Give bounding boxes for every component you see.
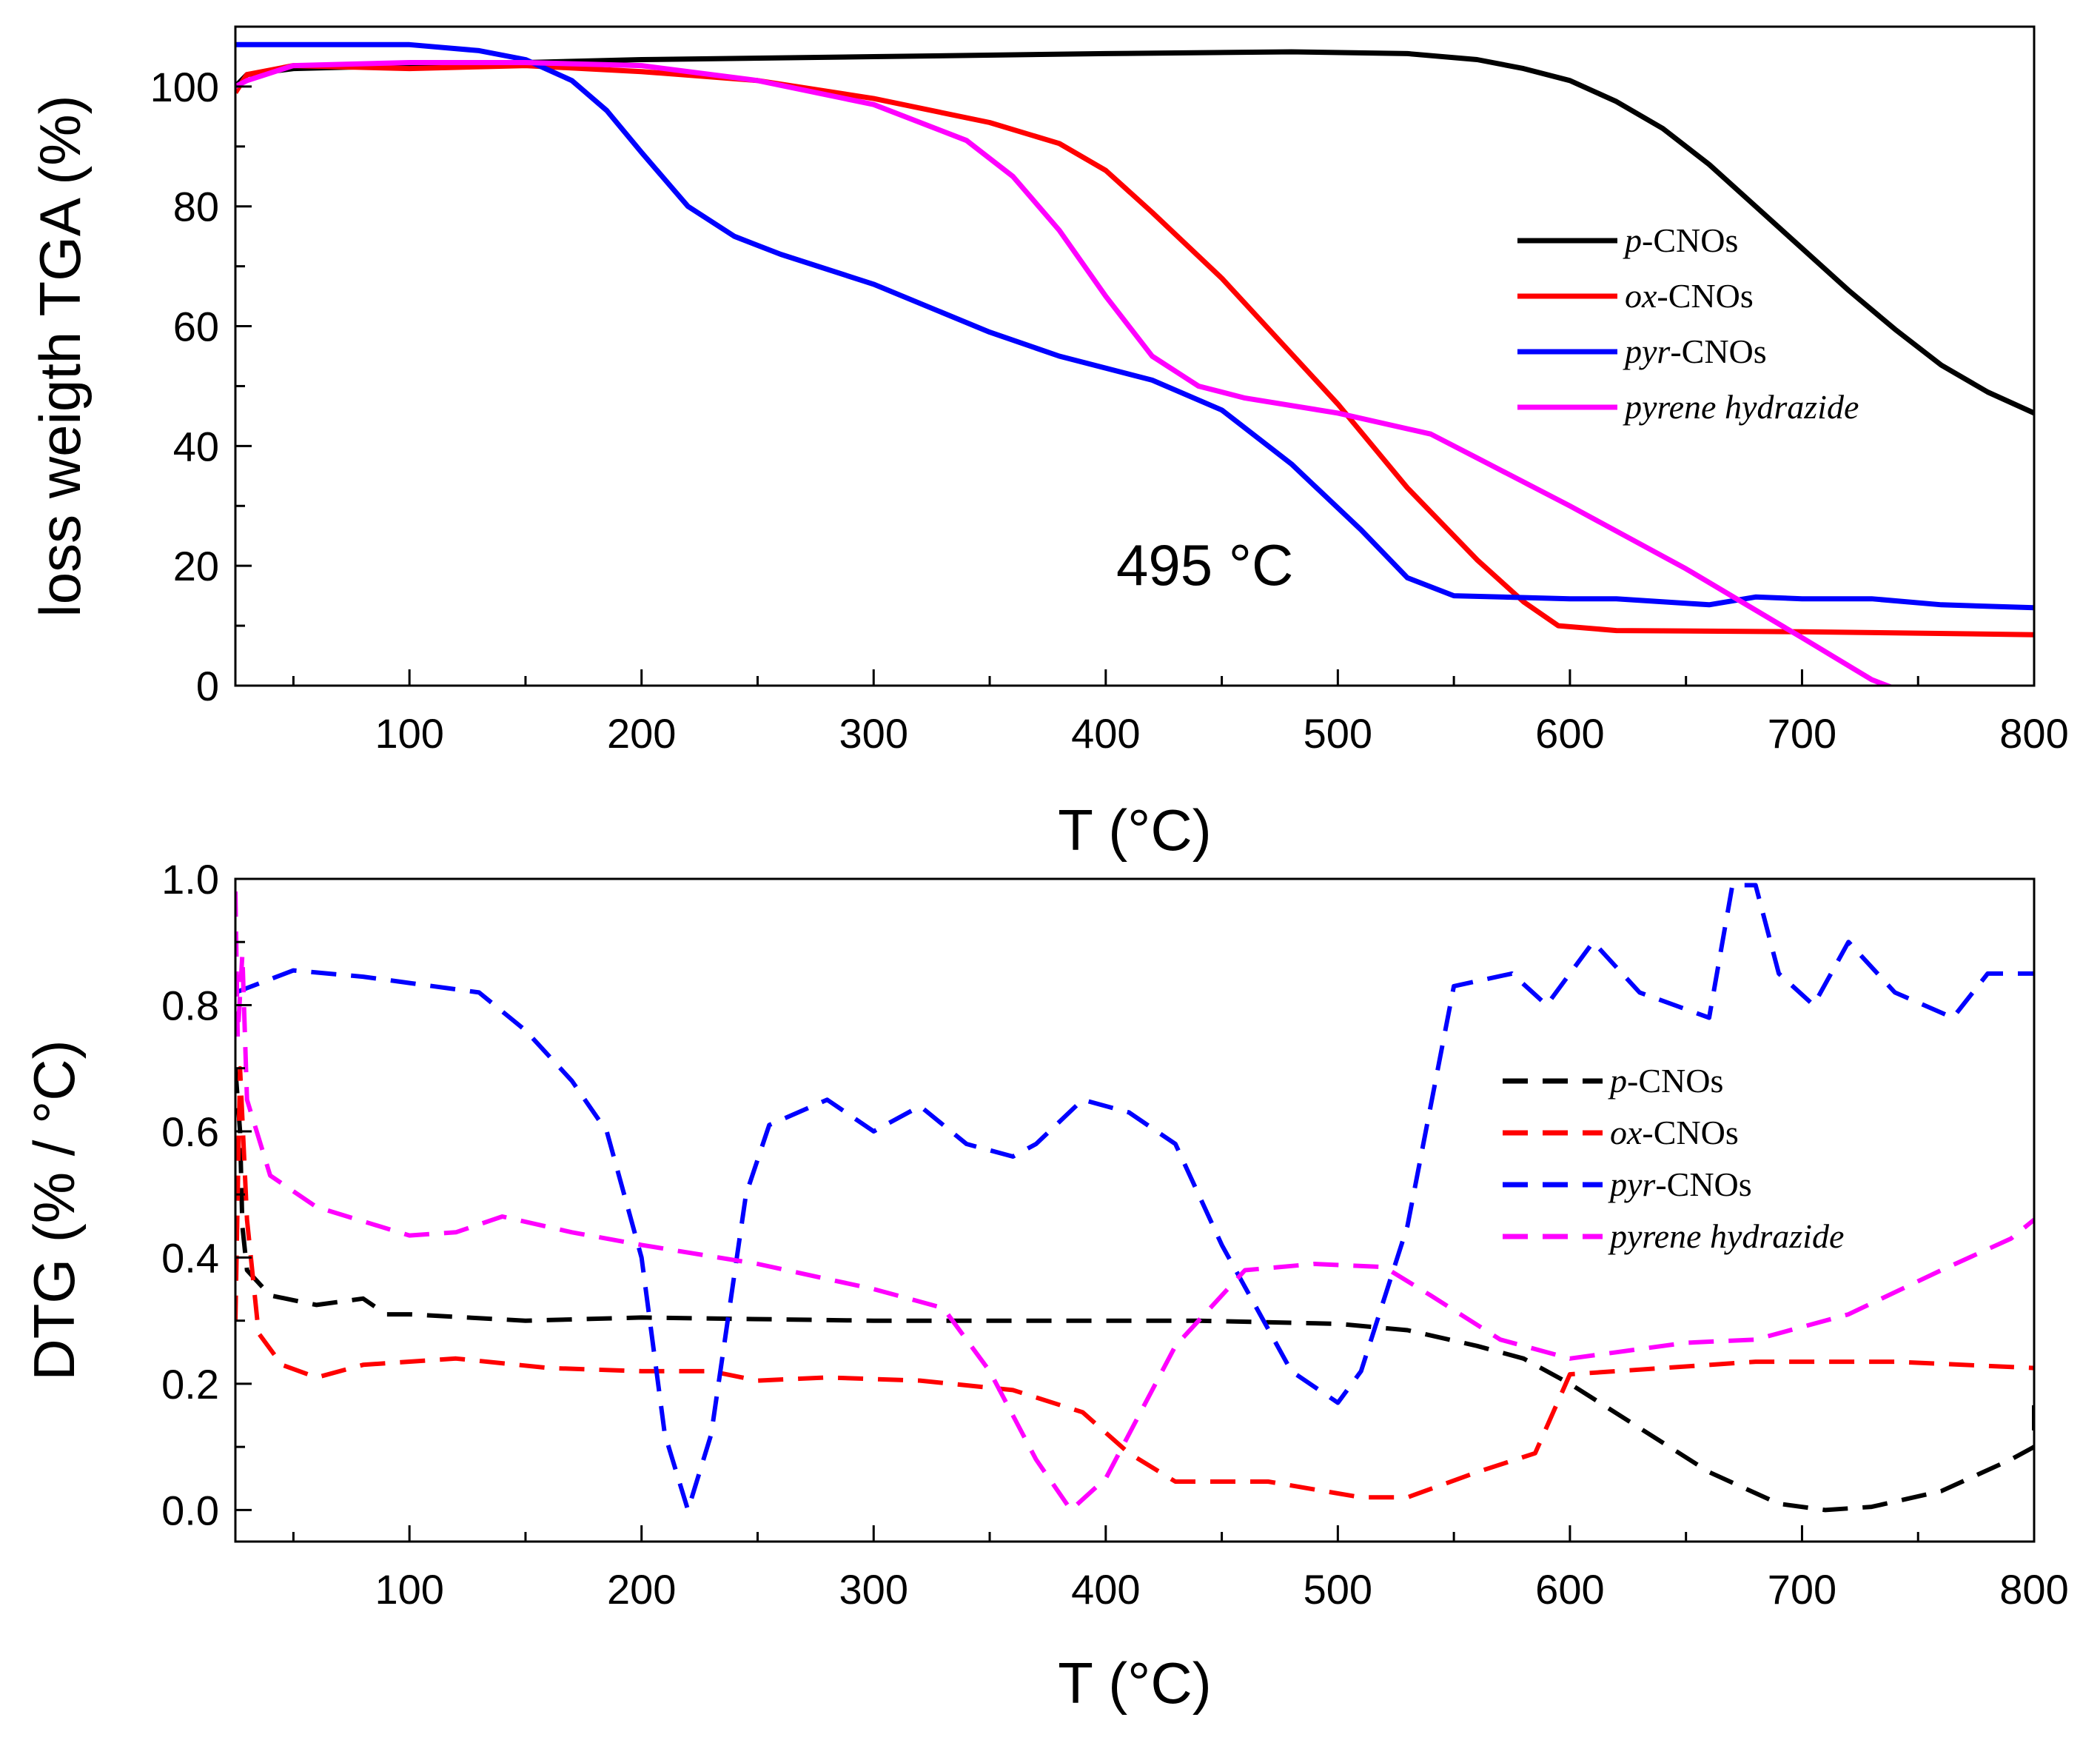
y-tick-label: 0 [196, 663, 219, 709]
y-tick-label: 0.6 [161, 1108, 219, 1155]
x-tick-label: 700 [1768, 710, 1836, 757]
series-line-pyrene-hydrazide [235, 891, 2034, 1513]
x-tick-label: 700 [1768, 1566, 1836, 1613]
y-axis-title: DTG (% / °C) [21, 1040, 87, 1380]
x-tick-label: 500 [1304, 1566, 1372, 1613]
x-tick-label: 800 [1999, 710, 2068, 757]
annotation-label: 495 °C [1116, 532, 1293, 598]
y-tick-label: 80 [173, 184, 219, 230]
y-tick-label: 0.8 [161, 982, 219, 1028]
series-line-pyr-cnos [235, 883, 2034, 1513]
legend-label: pyr-CNOs [1623, 332, 1767, 370]
series-line-p-cnos [235, 1068, 2034, 1513]
legend: p-CNOs ox-CNOs pyr-CNOs pyrene hydrazide [1517, 221, 1859, 426]
legend-label: p-CNOs [1623, 221, 1738, 259]
tga-panel: 100 200 300 400 500 600 700 800 0 20 40 60 80 100 T (°… [27, 25, 2069, 863]
y-tick-label: 40 [173, 423, 219, 469]
x-axis-title: T (°C) [1058, 1650, 1211, 1716]
x-tick-label: 800 [1999, 1566, 2068, 1613]
legend-label: pyrene hydrazide [1623, 388, 1859, 426]
y-tick-label: 0.4 [161, 1234, 219, 1281]
plot-frame [234, 25, 2036, 687]
y-tick-label: 60 [173, 304, 219, 350]
x-tick-label: 400 [1071, 710, 1140, 757]
x-axis-title: T (°C) [1058, 797, 1211, 863]
x-tick-label: 600 [1535, 1566, 1604, 1613]
y-tick-label: 20 [173, 543, 219, 589]
series-line-ox-cnos [235, 63, 2034, 638]
x-tick-label: 500 [1304, 710, 1372, 757]
x-tick-label: 300 [839, 1566, 908, 1613]
y-tick-label: 1.0 [161, 856, 219, 903]
y-tick-label: 0.2 [161, 1361, 219, 1408]
legend-label: ox-CNOs [1610, 1114, 1739, 1151]
legend-label: ox-CNOs [1625, 277, 1754, 315]
x-tick-label: 300 [839, 710, 908, 757]
legend-label: p-CNOs [1608, 1062, 1723, 1100]
x-tick-label: 600 [1535, 710, 1604, 757]
x-tick-label: 100 [375, 1566, 443, 1613]
series-line-pyrene-hydrazide [235, 60, 1895, 686]
series-line-ox-cnos [235, 1065, 2034, 1500]
x-tick-label: 100 [375, 710, 443, 757]
x-tick-label: 200 [607, 1566, 676, 1613]
legend-label: pyrene hydrazide [1608, 1217, 1844, 1255]
legend-label: pyr-CNOs [1608, 1165, 1752, 1203]
dtg-panel: 100 200 300 400 500 600 700 800 0.0 0.2 0.4 0.6 0.8 1… [21, 856, 2069, 1716]
legend: p-CNOs ox-CNOs pyr-CNOs pyrene hydrazide [1503, 1062, 1844, 1255]
x-tick-label: 400 [1071, 1566, 1140, 1613]
x-tick-label: 200 [607, 710, 676, 757]
y-axis-title: loss weigth TGA (%) [27, 95, 93, 617]
y-tick-label: 100 [150, 64, 219, 110]
series-line-pyr-cnos [235, 41, 2034, 611]
y-tick-label: 0.0 [161, 1487, 219, 1533]
plot-frame [234, 877, 2036, 1543]
